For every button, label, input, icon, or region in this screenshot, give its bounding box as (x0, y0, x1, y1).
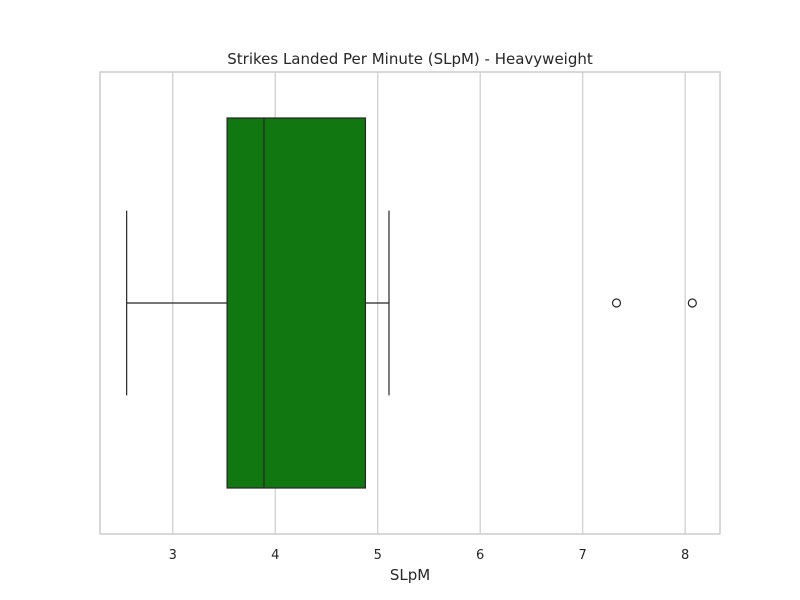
chart-title: Strikes Landed Per Minute (SLpM) - Heavy… (227, 50, 593, 68)
x-tick-label-8: 8 (681, 548, 689, 563)
plot-area-frame (99, 71, 721, 535)
iqr-box (226, 117, 367, 489)
x-tick-label-7: 7 (579, 548, 587, 563)
x-tick-label-5: 5 (374, 548, 382, 563)
x-axis-ticks: 3 4 5 6 7 8 (169, 548, 690, 563)
x-tick-label-3: 3 (169, 548, 177, 563)
x-tick-label-6: 6 (476, 548, 484, 563)
outlier-point-2 (687, 298, 697, 308)
x-tick-label-4: 4 (271, 548, 279, 563)
x-axis-label: SLpM (390, 566, 430, 584)
box-plot (126, 117, 697, 489)
outlier-point-1 (611, 298, 622, 308)
